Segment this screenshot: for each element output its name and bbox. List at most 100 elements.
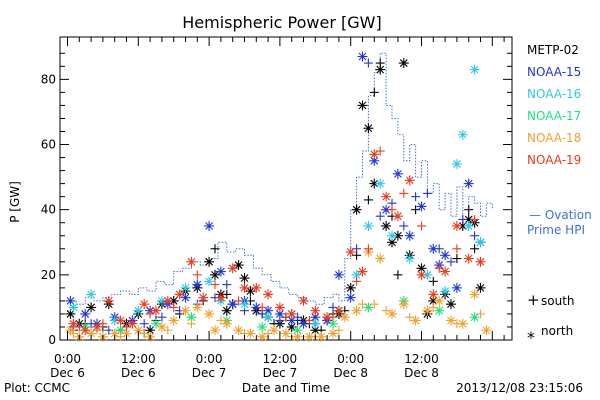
north-marker <box>204 220 215 231</box>
north-marker <box>381 220 392 231</box>
north-marker <box>162 295 173 306</box>
north-marker <box>139 299 150 310</box>
legend-entry: NOAA-19 <box>527 153 581 167</box>
north-marker <box>204 256 215 267</box>
north-marker <box>446 299 456 310</box>
north-marker <box>156 321 167 332</box>
north-marker <box>339 312 350 323</box>
north-marker <box>239 273 250 284</box>
south-marker <box>352 276 362 286</box>
footer-plot-credit: Plot: CCMC <box>4 381 70 395</box>
north-marker <box>463 220 474 231</box>
north-marker <box>103 295 114 306</box>
north-marker <box>463 178 474 189</box>
south-marker <box>210 280 220 290</box>
south-marker <box>328 312 338 322</box>
north-marker <box>80 325 91 336</box>
north-marker <box>215 266 226 277</box>
ovation-line <box>67 52 493 305</box>
north-marker <box>404 253 415 264</box>
south-marker <box>434 244 444 254</box>
x-tick-time-label: 0:00 <box>196 352 223 366</box>
north-marker <box>65 295 76 306</box>
north-marker <box>434 305 445 316</box>
north-marker <box>269 325 279 336</box>
south-marker <box>369 87 379 97</box>
south-marker <box>452 319 462 329</box>
north-marker <box>257 331 268 342</box>
data-markers <box>65 51 492 342</box>
south-marker <box>387 205 397 215</box>
south-marker <box>122 322 131 332</box>
x-tick-time-label: 12:00 <box>121 352 156 366</box>
north-marker <box>422 269 433 280</box>
north-marker <box>316 331 327 342</box>
north-marker <box>186 256 197 267</box>
south-marker <box>476 309 485 319</box>
north-marker <box>434 295 445 306</box>
plot-border <box>59 36 513 341</box>
north-marker <box>351 305 362 316</box>
south-marker <box>375 146 385 156</box>
north-marker <box>221 318 232 329</box>
south-marker <box>428 302 438 312</box>
north-marker <box>357 266 368 277</box>
north-marker <box>392 168 403 179</box>
south-label: south <box>541 294 575 308</box>
south-marker <box>74 322 84 332</box>
south-marker <box>145 309 155 319</box>
x-tick-day-label: Dec 8 <box>404 366 439 380</box>
north-marker <box>239 282 250 293</box>
legend-entry: NOAA-17 <box>527 109 581 123</box>
north-marker <box>469 64 480 75</box>
north-marker <box>404 175 415 186</box>
south-marker <box>157 312 167 322</box>
north-marker <box>469 289 480 300</box>
south-marker <box>68 328 78 338</box>
north-marker <box>322 312 333 323</box>
north-marker <box>440 266 451 277</box>
south-marker <box>116 332 126 342</box>
north-marker <box>180 282 191 293</box>
south-marker <box>281 312 291 322</box>
south-symbol: + <box>527 291 540 309</box>
marker-legend: + south * north <box>527 291 575 347</box>
north-marker <box>174 289 185 300</box>
south-marker <box>411 192 421 202</box>
north-marker <box>115 315 126 326</box>
north-marker <box>263 312 274 323</box>
south-marker <box>304 315 314 325</box>
y-tick-label: 60 <box>41 138 56 152</box>
north-marker <box>345 292 356 303</box>
south-marker <box>334 325 344 335</box>
south-marker <box>363 195 373 205</box>
legend-entry: NOAA-15 <box>527 65 581 79</box>
north-marker <box>475 256 486 267</box>
south-marker <box>358 299 367 309</box>
north-marker <box>286 308 297 319</box>
north-marker <box>463 253 474 264</box>
south-marker <box>470 244 480 254</box>
north-marker <box>86 302 97 313</box>
north-marker <box>239 299 250 310</box>
south-marker <box>452 244 462 254</box>
x-tick-day-label: Dec 7 <box>192 366 227 380</box>
north-marker <box>375 253 386 264</box>
north-marker <box>127 318 138 329</box>
north-marker <box>298 318 309 329</box>
north-marker <box>168 315 179 326</box>
x-tick-day-label: Dec 7 <box>263 366 298 380</box>
legend-entry: NOAA-16 <box>527 87 581 101</box>
south-marker <box>369 299 379 309</box>
south-marker <box>363 58 373 68</box>
north-marker <box>274 302 285 313</box>
north-marker <box>180 305 191 316</box>
south-marker <box>470 231 480 241</box>
south-marker <box>98 319 108 329</box>
south-marker <box>375 58 385 68</box>
legend-entry: METP-02 <box>527 43 579 57</box>
north-marker <box>292 325 303 336</box>
north-marker <box>363 220 374 231</box>
south-marker <box>186 319 196 329</box>
north-legend-entry: * north <box>527 324 573 347</box>
